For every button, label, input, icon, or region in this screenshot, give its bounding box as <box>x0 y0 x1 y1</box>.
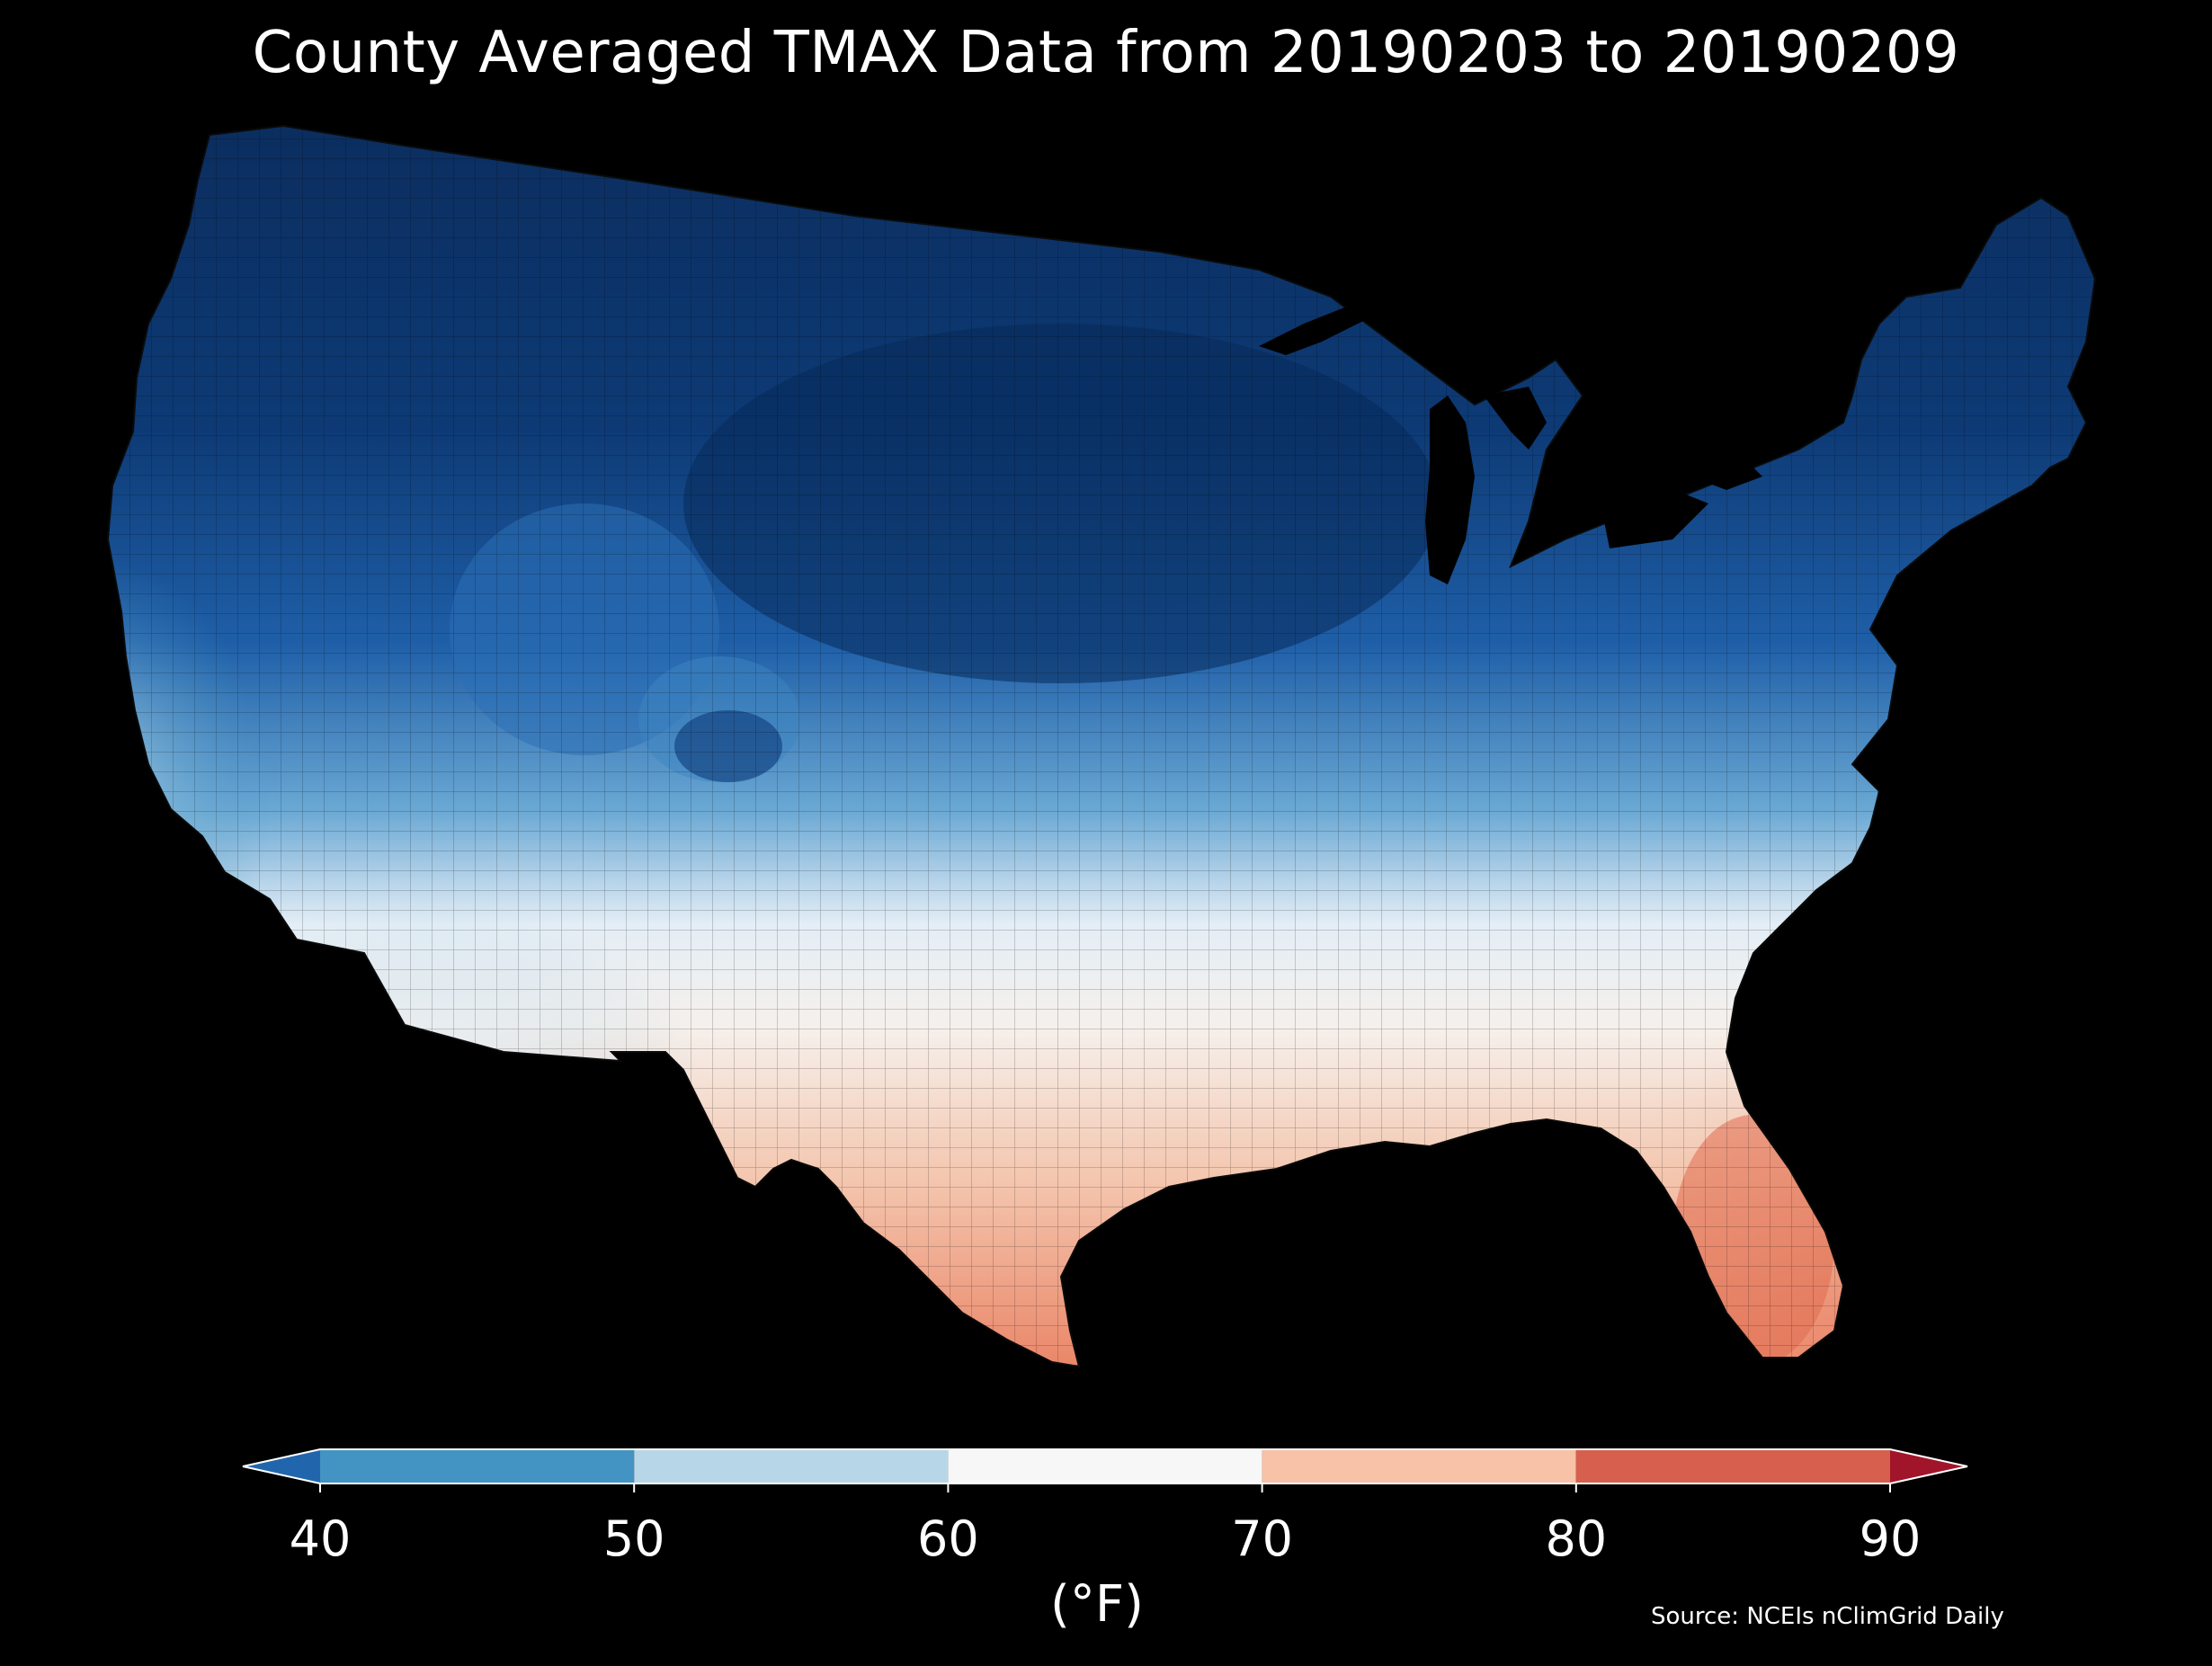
colorbar-tick-label-4: 80 <box>1545 1510 1608 1567</box>
colorbar-bin-0 <box>320 1449 635 1483</box>
great-lakes <box>1259 306 1762 584</box>
colorbar-bin-1 <box>634 1449 949 1483</box>
colorbar-extend-high <box>1890 1449 1967 1483</box>
map-title: County Averaged TMAX Data from 20190203 … <box>252 20 1960 86</box>
colorbar-bin-4 <box>1575 1449 1890 1483</box>
colorbar-units-label: (°F) <box>1050 1575 1144 1634</box>
source-caption: Source: NCEIs nClimGrid Daily <box>1651 1603 2004 1630</box>
colorbar-tick-label-1: 50 <box>602 1510 665 1567</box>
colorbar-bin-3 <box>1262 1449 1576 1483</box>
colorbar-extend-low <box>243 1449 320 1483</box>
colorbar-bin-2 <box>948 1449 1262 1483</box>
colorbar-tick-label-0: 40 <box>289 1510 352 1567</box>
colorbar-tick-label-2: 60 <box>917 1510 979 1567</box>
colorbar-tick-label-5: 90 <box>1859 1510 1922 1567</box>
colorbar-tick-label-3: 70 <box>1231 1510 1293 1567</box>
